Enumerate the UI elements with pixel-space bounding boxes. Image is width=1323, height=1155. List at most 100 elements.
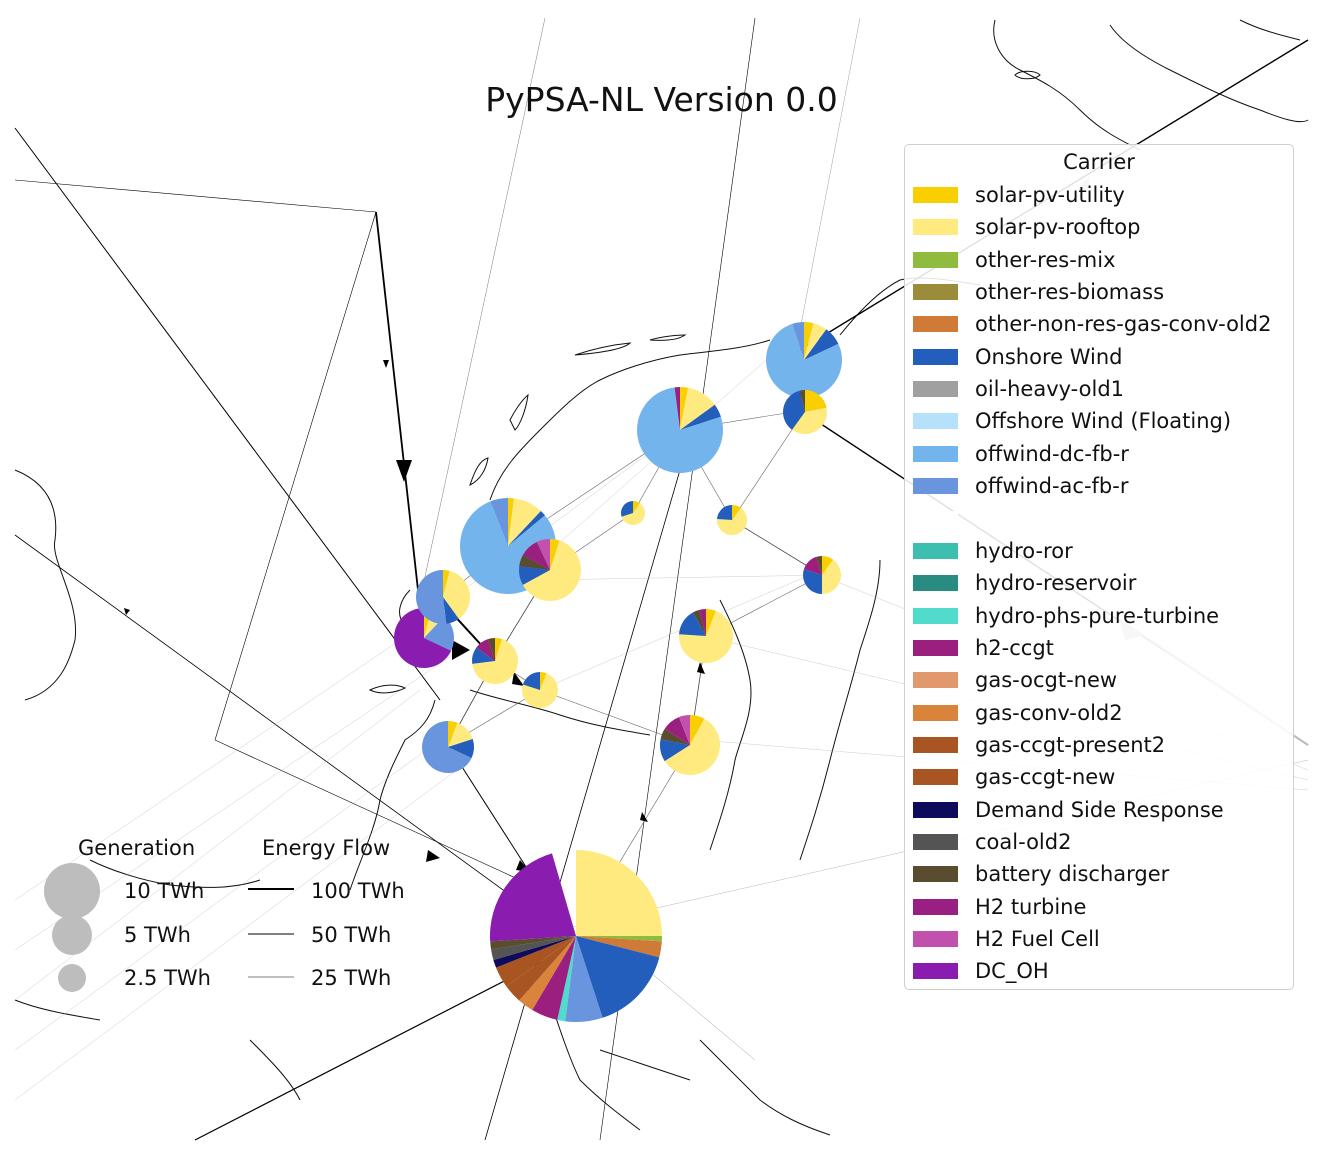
- generation-pie: [518, 539, 581, 601]
- generation-pie: [660, 715, 721, 776]
- legend-label: coal-old2: [975, 830, 1072, 854]
- pie-slice: [822, 559, 842, 594]
- legend-label: h2-ccgt: [975, 635, 1054, 660]
- legend-swatch: [913, 639, 958, 656]
- generation-legend-markers: [44, 863, 294, 992]
- pie-slice: [637, 387, 723, 473]
- legend-item-h2-fuel-cell: H2 Fuel Cell: [913, 926, 1100, 952]
- legend-item-other-non-res-gas-conv-old2: other-non-res-gas-conv-old2: [913, 311, 1271, 337]
- generation-pie: [422, 721, 475, 774]
- pie-slice: [621, 503, 645, 526]
- generation-pie: [416, 570, 470, 624]
- pie-slice: [692, 609, 706, 636]
- legend-swatch: [913, 704, 958, 721]
- pie-slice: [550, 539, 560, 570]
- legend-swatch: [913, 510, 958, 527]
- carrier-legend: Carrier solar-pv-utility solar-pv-rooftop…: [904, 144, 1294, 990]
- legend-item-h2-ccgt: h2-ccgt: [913, 635, 1054, 661]
- pie-slice: [576, 850, 662, 936]
- legend-item-other-res-mix: other-res-mix: [913, 247, 1116, 273]
- generation-pie: [765, 322, 842, 398]
- flow-arrow: [512, 672, 524, 686]
- pie-slice: [519, 555, 550, 570]
- legend-item-coal-old2: coal-old2: [913, 829, 1071, 855]
- generation-pie: [717, 505, 747, 536]
- legend-swatch: [913, 542, 958, 559]
- legend-label: gas-ccgt-new: [975, 765, 1116, 790]
- country-borders: [14, 19, 1309, 1136]
- pie-slice: [416, 570, 447, 624]
- legend-swatch: [913, 478, 958, 495]
- pie-slice: [805, 390, 827, 412]
- legend-swatch: [913, 575, 958, 592]
- generation-pie: [637, 387, 723, 473]
- legend-label: gas-ccgt-present2: [975, 732, 1166, 757]
- generation-pie: [803, 556, 842, 594]
- pie-slice: [660, 739, 690, 762]
- legend-swatch: [913, 251, 958, 268]
- pie-slice: [680, 404, 721, 430]
- generation-legend-label-10twh: 10 TWh: [124, 879, 205, 903]
- legend-swatch: [913, 672, 958, 689]
- pie-slice: [822, 556, 834, 575]
- legend-swatch: [913, 801, 958, 818]
- pie-slice: [576, 936, 662, 942]
- legend-label: Offshore Wind (Floating): [975, 409, 1232, 434]
- generation-pies: [394, 322, 842, 1022]
- legend-item-gas-ocgt-new: gas-ocgt-new: [913, 667, 1117, 693]
- generation-pie: [679, 609, 733, 664]
- carrier-legend-title: Carrier: [1063, 150, 1135, 174]
- pie-slice: [487, 638, 495, 661]
- legend-item-h2-turbine: H2 turbine: [913, 894, 1086, 920]
- generation-marker-2-5twh: [58, 964, 86, 992]
- map-title: PyPSA-NL Version 0.0: [485, 80, 838, 119]
- generation-pie: [472, 638, 518, 684]
- pie-slice: [522, 673, 558, 709]
- generation-pie: [490, 850, 662, 1022]
- pie-slice: [783, 390, 805, 430]
- pie-slice: [472, 647, 495, 664]
- pie-slice: [804, 322, 814, 360]
- pie-slice: [576, 936, 660, 1018]
- legend-swatch: [913, 284, 958, 301]
- pie-slice: [493, 936, 576, 968]
- legend-swatch: [913, 316, 958, 333]
- legend-label: oil-heavy-old1: [975, 377, 1125, 402]
- pie-slice: [792, 322, 804, 360]
- legend-swatch: [913, 963, 958, 980]
- pie-slice: [496, 936, 576, 987]
- legend-swatch: [913, 834, 958, 850]
- legend-swatch: [913, 769, 958, 786]
- legend-label: offwind-ac-fb-r: [975, 474, 1129, 499]
- pie-slice: [699, 609, 706, 636]
- pie-slice: [679, 612, 706, 636]
- legend-item-other-res-biomass: other-res-biomass: [913, 279, 1164, 305]
- legend-swatch: [913, 219, 958, 236]
- pie-slice: [803, 569, 822, 594]
- legend-label: hydro-phs-pure-turbine: [975, 603, 1220, 628]
- legend-item-spacer: [913, 506, 975, 532]
- legend-swatch: [913, 413, 958, 430]
- legend-label: solar-pv-rooftop: [975, 215, 1141, 240]
- pie-slice: [448, 722, 473, 747]
- pie-slice: [448, 738, 475, 759]
- legend-item-demand-side-response: Demand Side Response: [913, 797, 1224, 823]
- pie-slice: [522, 672, 540, 690]
- pie-slice: [518, 566, 550, 585]
- pie-slice: [508, 511, 545, 546]
- legend-item-gas-conv-old2: gas-conv-old2: [913, 700, 1123, 726]
- legend-item-hydro-phs-pure-turbine: hydro-phs-pure-turbine: [913, 603, 1219, 629]
- legend-label: H2 turbine: [975, 894, 1087, 919]
- pie-slice: [674, 387, 680, 430]
- pie-slice: [472, 639, 518, 684]
- pie-slice: [491, 936, 576, 960]
- legend-label: gas-conv-old2: [975, 700, 1123, 725]
- legend-item-solar-pv-rooftop: solar-pv-rooftop: [913, 214, 1140, 240]
- flow-arrow: [383, 360, 389, 368]
- generation-marker-5twh: [52, 915, 92, 955]
- legend-swatch: [913, 187, 958, 203]
- pie-slice: [540, 672, 547, 690]
- pie-slice: [717, 505, 732, 520]
- generation-pie: [783, 390, 827, 434]
- legend-label: hydro-ror: [975, 538, 1073, 563]
